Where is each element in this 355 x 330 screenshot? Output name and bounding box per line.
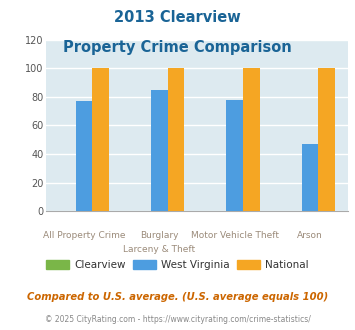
Text: Motor Vehicle Theft: Motor Vehicle Theft xyxy=(191,231,279,240)
Bar xyxy=(168,68,184,211)
Legend: Clearview, West Virginia, National: Clearview, West Virginia, National xyxy=(42,256,313,275)
Text: Compared to U.S. average. (U.S. average equals 100): Compared to U.S. average. (U.S. average … xyxy=(27,292,328,302)
Text: Arson: Arson xyxy=(297,231,323,240)
Bar xyxy=(226,100,243,211)
Bar xyxy=(76,101,92,211)
Bar xyxy=(151,90,168,211)
Bar xyxy=(92,68,109,211)
Bar xyxy=(318,68,335,211)
Text: 2013 Clearview: 2013 Clearview xyxy=(114,10,241,25)
Text: © 2025 CityRating.com - https://www.cityrating.com/crime-statistics/: © 2025 CityRating.com - https://www.city… xyxy=(45,315,310,324)
Text: Property Crime Comparison: Property Crime Comparison xyxy=(63,40,292,54)
Bar xyxy=(243,68,260,211)
Bar xyxy=(302,144,318,211)
Text: Larceny & Theft: Larceny & Theft xyxy=(123,245,195,253)
Text: All Property Crime: All Property Crime xyxy=(43,231,125,240)
Text: Burglary: Burglary xyxy=(140,231,179,240)
